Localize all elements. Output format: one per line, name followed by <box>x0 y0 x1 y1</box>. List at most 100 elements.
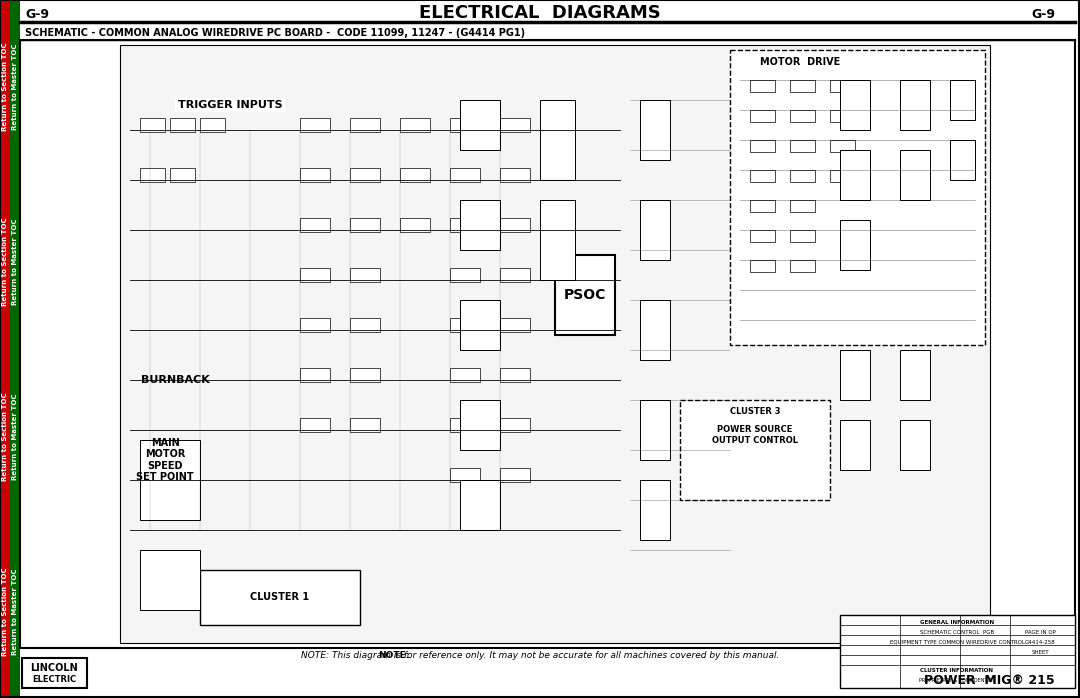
Bar <box>140 440 200 520</box>
Bar <box>300 318 330 332</box>
Bar <box>640 100 670 160</box>
Bar <box>950 80 975 120</box>
Bar <box>450 468 480 482</box>
Bar <box>500 268 530 282</box>
Text: ELECTRICAL  DIAGRAMS: ELECTRICAL DIAGRAMS <box>419 4 661 22</box>
Bar <box>555 255 615 335</box>
Bar <box>750 260 775 272</box>
Bar <box>500 468 530 482</box>
Text: CLUSTER 3: CLUSTER 3 <box>730 408 780 417</box>
Bar <box>789 230 815 242</box>
Bar <box>789 260 815 272</box>
Bar <box>300 368 330 382</box>
Text: CLUSTER INFORMATION: CLUSTER INFORMATION <box>920 667 994 672</box>
Bar <box>640 480 670 540</box>
Bar <box>500 318 530 332</box>
Text: G-9: G-9 <box>1031 8 1055 20</box>
Bar <box>350 368 380 382</box>
Bar <box>350 318 380 332</box>
Text: Return to Section TOC: Return to Section TOC <box>2 43 8 131</box>
Text: Return to Section TOC: Return to Section TOC <box>2 393 8 482</box>
Text: POWER  MIG® 215: POWER MIG® 215 <box>924 674 1055 687</box>
Text: PROPRIETARY & CONFIDENTIAL: PROPRIETARY & CONFIDENTIAL <box>919 678 995 683</box>
Bar <box>21 0 1080 22</box>
Bar <box>400 218 430 232</box>
Bar <box>950 140 975 180</box>
Text: G4414-258: G4414-258 <box>1025 639 1055 644</box>
Bar <box>460 300 500 350</box>
Bar <box>750 110 775 122</box>
Bar <box>450 168 480 182</box>
Text: Return to Section TOC: Return to Section TOC <box>2 218 8 306</box>
Bar <box>350 218 380 232</box>
Bar <box>540 100 575 180</box>
Bar <box>450 118 480 132</box>
Bar <box>840 150 870 200</box>
Bar <box>450 268 480 282</box>
Text: MAIN
MOTOR
SPEED
SET POINT: MAIN MOTOR SPEED SET POINT <box>136 438 193 482</box>
Bar <box>831 170 855 182</box>
Bar <box>831 110 855 122</box>
Bar <box>450 368 480 382</box>
Bar <box>300 118 330 132</box>
Text: NOTE:: NOTE: <box>378 651 409 660</box>
Text: Return to Master TOC: Return to Master TOC <box>12 218 18 305</box>
Bar <box>831 140 855 152</box>
Text: GENERAL INFORMATION: GENERAL INFORMATION <box>920 620 994 625</box>
Bar <box>460 480 500 530</box>
Bar <box>840 350 870 400</box>
Text: SHEET: SHEET <box>1031 650 1049 655</box>
Text: SCHEMATIC - COMMON ANALOG WIREDRIVE PC BOARD -  CODE 11099, 11247 - (G4414 PG1): SCHEMATIC - COMMON ANALOG WIREDRIVE PC B… <box>25 28 525 38</box>
Bar <box>750 230 775 242</box>
Bar <box>300 268 330 282</box>
Bar <box>350 118 380 132</box>
Bar <box>350 168 380 182</box>
Bar <box>789 110 815 122</box>
Bar <box>200 118 225 132</box>
Text: EQUIPMENT TYPE COMMON WIREDRIVE CONTROL: EQUIPMENT TYPE COMMON WIREDRIVE CONTROL <box>890 639 1025 644</box>
Bar <box>500 168 530 182</box>
Text: Return to Section TOC: Return to Section TOC <box>2 567 8 656</box>
Bar <box>840 220 870 270</box>
Bar <box>500 368 530 382</box>
Bar <box>640 200 670 260</box>
Text: ELECTRIC: ELECTRIC <box>32 676 76 685</box>
Bar <box>789 140 815 152</box>
Text: MOTOR  DRIVE: MOTOR DRIVE <box>760 57 840 67</box>
Text: BURNBACK: BURNBACK <box>140 375 210 385</box>
Bar <box>840 420 870 470</box>
Bar <box>500 218 530 232</box>
Bar <box>10 0 21 698</box>
Text: POWER SOURCE
OUTPUT CONTROL: POWER SOURCE OUTPUT CONTROL <box>712 425 798 445</box>
Bar <box>840 80 870 130</box>
Bar <box>200 570 360 625</box>
Bar <box>350 268 380 282</box>
Bar <box>750 80 775 92</box>
Bar <box>540 200 575 280</box>
Bar <box>750 200 775 212</box>
Text: Return to Master TOC: Return to Master TOC <box>12 394 18 480</box>
Bar <box>170 168 195 182</box>
Bar <box>120 45 990 643</box>
Bar <box>640 400 670 460</box>
Bar <box>350 418 380 432</box>
Bar <box>789 170 815 182</box>
Bar <box>140 118 165 132</box>
Bar <box>21 40 1075 648</box>
Text: TRIGGER INPUTS: TRIGGER INPUTS <box>178 100 282 110</box>
Text: PSOC: PSOC <box>564 288 606 302</box>
Text: Return to Master TOC: Return to Master TOC <box>12 44 18 131</box>
Text: PAGE IN OP: PAGE IN OP <box>1025 630 1055 634</box>
Text: G-9: G-9 <box>25 8 49 20</box>
Text: NOTE: This diagram is for reference only. It may not be accurate for all machine: NOTE: This diagram is for reference only… <box>301 651 779 660</box>
Bar <box>900 80 930 130</box>
Bar <box>22 658 87 688</box>
Bar <box>900 350 930 400</box>
Bar <box>900 150 930 200</box>
Text: Return to Master TOC: Return to Master TOC <box>12 569 18 655</box>
Bar <box>450 318 480 332</box>
Bar <box>300 168 330 182</box>
Bar <box>500 418 530 432</box>
Bar <box>750 140 775 152</box>
Bar <box>900 420 930 470</box>
